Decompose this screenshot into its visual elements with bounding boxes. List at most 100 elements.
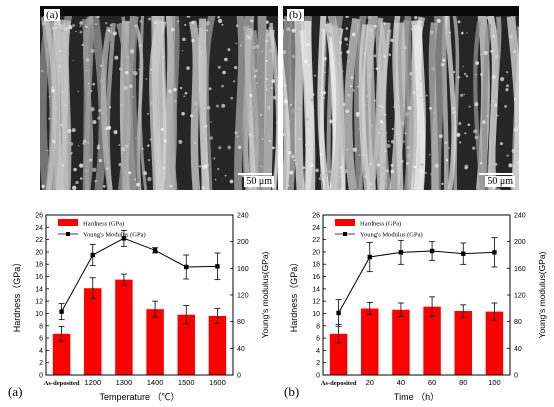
micrograph-speck <box>184 91 188 95</box>
micrograph-speck <box>296 68 299 71</box>
micrograph-speck <box>136 182 140 187</box>
chart-a-legend-marker <box>66 232 70 236</box>
micrograph-speck <box>150 101 155 105</box>
micrograph-speck <box>246 34 250 38</box>
micrograph-speck <box>106 167 109 170</box>
chart-a-left-tick-label: 20 <box>35 249 43 256</box>
micrograph-dendrite <box>441 7 449 190</box>
chart-b-y2-axis-title: Young's modulus(GPa) <box>537 251 547 338</box>
micrograph-speck <box>292 109 296 113</box>
micrograph-speck <box>404 132 407 135</box>
micrograph-speck <box>143 171 148 176</box>
micrograph-speck <box>181 112 185 116</box>
micrograph-speck <box>327 32 333 37</box>
micrograph-speck <box>318 177 322 181</box>
micrograph-speck <box>86 141 89 144</box>
micrograph-speck <box>157 182 161 186</box>
micrograph-speck <box>112 31 117 36</box>
micrograph-speck <box>276 121 278 124</box>
chart-b-y-axis-title: Hardness（GPa） <box>289 258 299 333</box>
micrograph-dendrite <box>105 22 116 190</box>
micrograph-speck <box>81 43 85 47</box>
micrograph-b-tag: (b) <box>287 9 304 21</box>
micrograph-speck <box>183 95 186 98</box>
micrograph-speck <box>374 24 377 28</box>
micrograph-speck <box>247 115 252 120</box>
micrograph-speck <box>124 144 129 149</box>
micrograph-speck <box>370 124 373 128</box>
micrograph-speck <box>324 71 326 73</box>
chart-a-left-tick-label: 24 <box>35 225 43 232</box>
micrograph-speck <box>306 43 310 47</box>
micrograph-speck <box>419 169 424 174</box>
micrograph-speck <box>347 60 350 62</box>
chart-b-left-tick-label: 4 <box>316 348 320 355</box>
micrograph-speck <box>146 112 149 115</box>
micrograph-speck <box>384 150 387 153</box>
micrograph-speck <box>391 140 395 144</box>
micrograph-speck <box>313 109 315 112</box>
chart-b-legend-hardness: Hardness (GPa) <box>360 221 401 228</box>
micrograph-speck <box>420 23 425 27</box>
micrograph-speck <box>412 91 416 95</box>
micrograph-speck <box>355 111 360 116</box>
micrograph-speck <box>232 80 236 83</box>
micrograph-speck <box>168 89 172 94</box>
caption-b: (b) <box>284 384 300 399</box>
micrograph-speck <box>131 95 134 98</box>
micrograph-speck <box>349 84 353 88</box>
micrograph-speck <box>403 45 407 50</box>
micrograph-speck <box>97 144 100 147</box>
micrograph-dendrite <box>253 15 267 190</box>
chart-a-legend-bar-swatch <box>58 219 78 226</box>
micrograph-speck <box>162 166 166 170</box>
micrograph-speck <box>181 50 184 52</box>
micrograph-speck <box>482 120 486 124</box>
micrograph-speck <box>191 38 195 43</box>
micrograph-speck <box>413 166 416 169</box>
micrograph-speck <box>429 30 434 35</box>
micrograph-speck <box>266 33 271 37</box>
micrograph-speck <box>480 73 483 76</box>
micrograph-speck <box>79 25 82 28</box>
micrograph-speck <box>369 33 373 37</box>
micrograph-speck <box>95 23 97 25</box>
chart-b-category-label: 100 <box>488 378 501 387</box>
micrograph-speck <box>463 93 466 96</box>
chart-b-x-axis-title: Time （h） <box>394 392 439 402</box>
micrograph-dendrite <box>82 18 91 190</box>
micrograph-speck <box>295 162 299 166</box>
micrograph-speck <box>314 74 316 77</box>
micrograph-speck <box>214 178 217 181</box>
micrograph-speck <box>118 143 121 146</box>
micrograph-speck <box>510 39 513 43</box>
micrograph-speck <box>508 34 513 39</box>
micrograph-speck <box>128 171 132 175</box>
micrograph-speck <box>508 164 511 167</box>
micrograph-speck <box>98 109 102 112</box>
micrograph-speck <box>496 114 499 117</box>
chart-b-right-tick-label: 80 <box>514 319 522 326</box>
chart-a-hardness-bar <box>146 309 164 375</box>
micrograph-speck <box>147 144 150 147</box>
micrograph-speck <box>75 30 77 33</box>
micrograph-speck <box>59 161 61 164</box>
micrograph-speck <box>301 186 306 190</box>
micrograph-speck <box>381 116 386 121</box>
chart-a-modulus-point <box>59 309 64 314</box>
micrograph-speck <box>324 172 327 175</box>
micrograph-speck <box>265 20 269 24</box>
micrograph-speck <box>339 40 343 44</box>
micrograph-dendrite <box>294 16 305 190</box>
micrograph-speck <box>480 162 483 165</box>
micrograph-speck <box>362 154 365 156</box>
micrograph-speck <box>363 50 366 52</box>
chart-b-category-label: As-deposited <box>321 380 357 387</box>
micrograph-speck <box>384 40 387 43</box>
micrograph-speck <box>85 58 90 63</box>
micrograph-dendrite <box>155 14 166 190</box>
micrograph-speck <box>235 24 239 28</box>
micrograph-speck <box>48 117 51 120</box>
micrograph-speck <box>62 91 65 94</box>
micrograph-speck <box>391 127 394 130</box>
